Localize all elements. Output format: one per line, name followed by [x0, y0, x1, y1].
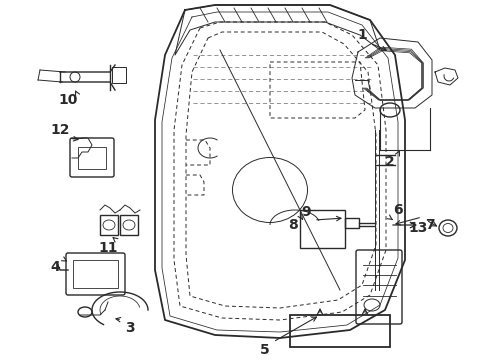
Text: 11: 11	[98, 241, 118, 255]
Text: 13: 13	[407, 221, 427, 235]
Text: 5: 5	[260, 343, 269, 357]
Bar	[112, 67, 126, 83]
Text: 1: 1	[356, 28, 366, 42]
Bar	[73, 260, 118, 288]
Text: 6: 6	[392, 203, 402, 217]
Bar	[120, 215, 138, 235]
Text: 4: 4	[50, 260, 60, 274]
Bar	[100, 215, 118, 235]
Text: 8: 8	[287, 218, 297, 232]
Bar	[289, 315, 389, 347]
Bar	[345, 218, 358, 228]
Text: 3: 3	[125, 321, 135, 335]
Text: 10: 10	[58, 93, 78, 107]
Text: 2: 2	[385, 155, 394, 169]
Bar	[78, 147, 106, 169]
Text: 9: 9	[301, 205, 310, 219]
Text: 12: 12	[50, 123, 70, 137]
Bar	[299, 210, 345, 248]
Text: 7: 7	[425, 218, 434, 232]
